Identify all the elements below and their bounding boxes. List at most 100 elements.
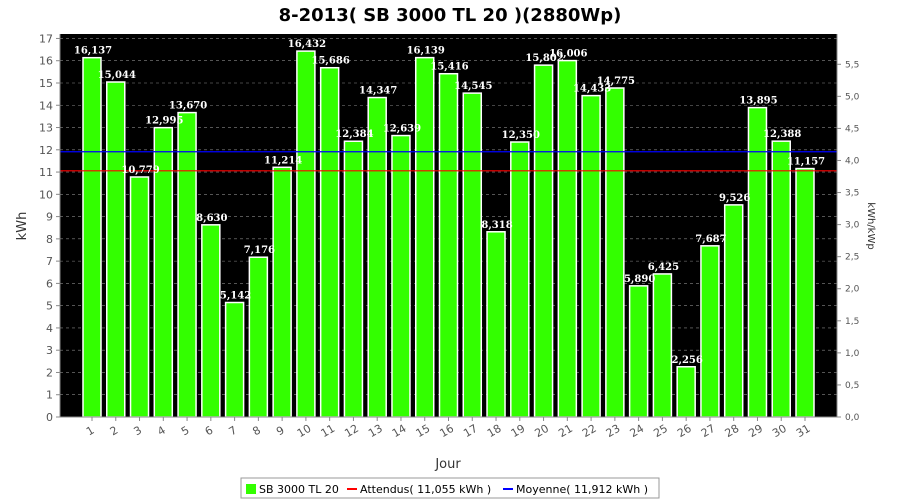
x-tick-label: 28: [723, 422, 742, 440]
y2-tick-label: 0,0: [845, 413, 860, 423]
x-tick-label: 9: [274, 424, 287, 439]
bar: [224, 301, 245, 418]
y-tick-label: 12: [39, 144, 53, 157]
data-label: 8,318: [481, 220, 512, 231]
y2-axis-title: kWh/kWp: [865, 202, 876, 249]
x-tick-label: 27: [699, 422, 718, 440]
bar: [486, 231, 506, 418]
data-label: 14,347: [359, 86, 397, 97]
x-tick-label: 4: [155, 424, 168, 439]
legend: SB 3000 TL 20 Attendus( 11,055 kWh ) Moy…: [240, 477, 660, 499]
bar: [319, 66, 340, 418]
x-tick-label: 21: [556, 422, 575, 440]
x-tick-label: 5: [179, 424, 192, 439]
data-label: 14,545: [454, 81, 492, 92]
data-label: 12,388: [763, 129, 801, 140]
y2-tick-label: 0,5: [845, 381, 859, 391]
x-tick-label: 26: [675, 422, 694, 440]
data-label: 14,433: [573, 84, 611, 95]
y-tick-label: 11: [39, 166, 53, 179]
bar: [676, 366, 696, 418]
y-tick-label: 7: [46, 255, 53, 268]
x-tick-label: 19: [509, 422, 528, 440]
data-label: 12,639: [383, 124, 421, 135]
legend-swatch-production: [246, 484, 256, 494]
y-tick-label: 3: [46, 344, 53, 357]
data-label: 13,670: [169, 101, 207, 112]
x-tick-label: 11: [319, 422, 338, 440]
bar: [747, 106, 768, 418]
data-label: 9,526: [719, 193, 750, 204]
x-tick-label: 30: [770, 422, 789, 440]
legend-label-production: SB 3000 TL 20: [259, 483, 339, 496]
y-tick-label: 0: [46, 411, 53, 424]
y-tick-label: 17: [39, 32, 53, 45]
x-tick-label: 14: [390, 422, 409, 440]
x-tick-label: 18: [485, 422, 504, 440]
data-label: 12,350: [502, 130, 540, 141]
data-label: 12,995: [145, 116, 183, 127]
x-tick-label: 1: [84, 424, 97, 439]
bar: [367, 96, 387, 418]
x-tick-label: 24: [628, 422, 647, 440]
data-label: 11,157: [787, 157, 825, 168]
y2-axis: 0,0 0,5 1,0 1,5 2,0 2,5 3,0 3,5 4,0 4,5 5,0 5,5: [836, 34, 860, 423]
data-label: 16,006: [549, 49, 587, 60]
y2-tick-label: 1,5: [845, 317, 859, 327]
x-tick-label: 31: [794, 422, 813, 440]
y-tick-label: 2: [46, 366, 53, 379]
x-axis: 1 2 3 4 5 6 7 8 9 10 11 12 13 14 15 16 17 18 19 20 21 22 23 24 2…: [60, 416, 837, 440]
bar: [628, 285, 649, 418]
data-label: 5,142: [220, 291, 251, 302]
data-label: 11,214: [264, 155, 302, 166]
bar: [296, 50, 316, 418]
legend-label-expected: Attendus( 11,055 kWh ): [360, 483, 491, 496]
y2-tick-label: 3,5: [845, 189, 859, 199]
bar: [533, 64, 554, 418]
reference-lines: [60, 151, 837, 172]
data-label: 14,775: [597, 76, 635, 87]
chart-title: 8-2013( SB 3000 TL 20 )(2880Wp): [279, 5, 622, 26]
y-tick-label: 9: [46, 211, 53, 224]
y-tick-label: 8: [46, 233, 53, 246]
data-label: 5,890: [624, 274, 655, 285]
bar: [438, 72, 459, 418]
x-tick-label: 13: [366, 422, 385, 440]
data-label: 2,256: [672, 355, 703, 366]
x-tick-label: 6: [203, 424, 216, 439]
bar: [723, 204, 744, 418]
data-label: 8,630: [196, 213, 227, 224]
data-label: 7,176: [244, 245, 275, 256]
bar: [248, 256, 269, 418]
data-label: 15,802: [525, 53, 563, 64]
legend-box: [240, 477, 660, 499]
x-tick-label: 17: [461, 422, 480, 440]
y-tick-label: 16: [39, 55, 53, 68]
bar: [82, 56, 102, 418]
bar: [201, 224, 221, 418]
y2-tick-label: 4,0: [845, 156, 860, 166]
y-axis-title: kWh: [15, 212, 30, 241]
bar: [272, 166, 292, 418]
x-tick-label: 7: [227, 424, 240, 439]
y-tick-label: 10: [39, 188, 53, 201]
y2-tick-label: 2,0: [845, 285, 860, 295]
bar: [795, 167, 815, 418]
y-tick-label: 5: [46, 300, 53, 313]
y-tick-label: 4: [46, 322, 53, 335]
y2-tick-label: 3,0: [845, 221, 860, 231]
x-tick-label: 29: [746, 422, 765, 440]
y2-tick-label: 5,5: [845, 60, 859, 70]
data-label: 12,384: [335, 129, 373, 140]
bar: [700, 245, 720, 418]
bars: [82, 50, 815, 418]
y2-tick-label: 2,5: [845, 253, 859, 263]
y2-tick-label: 1,0: [845, 349, 860, 359]
x-tick-label: 3: [132, 424, 145, 439]
x-tick-label: 12: [342, 422, 361, 440]
bar: [462, 92, 483, 418]
bar: [414, 56, 435, 418]
bar: [177, 111, 197, 418]
data-label: 7,687: [695, 234, 726, 245]
